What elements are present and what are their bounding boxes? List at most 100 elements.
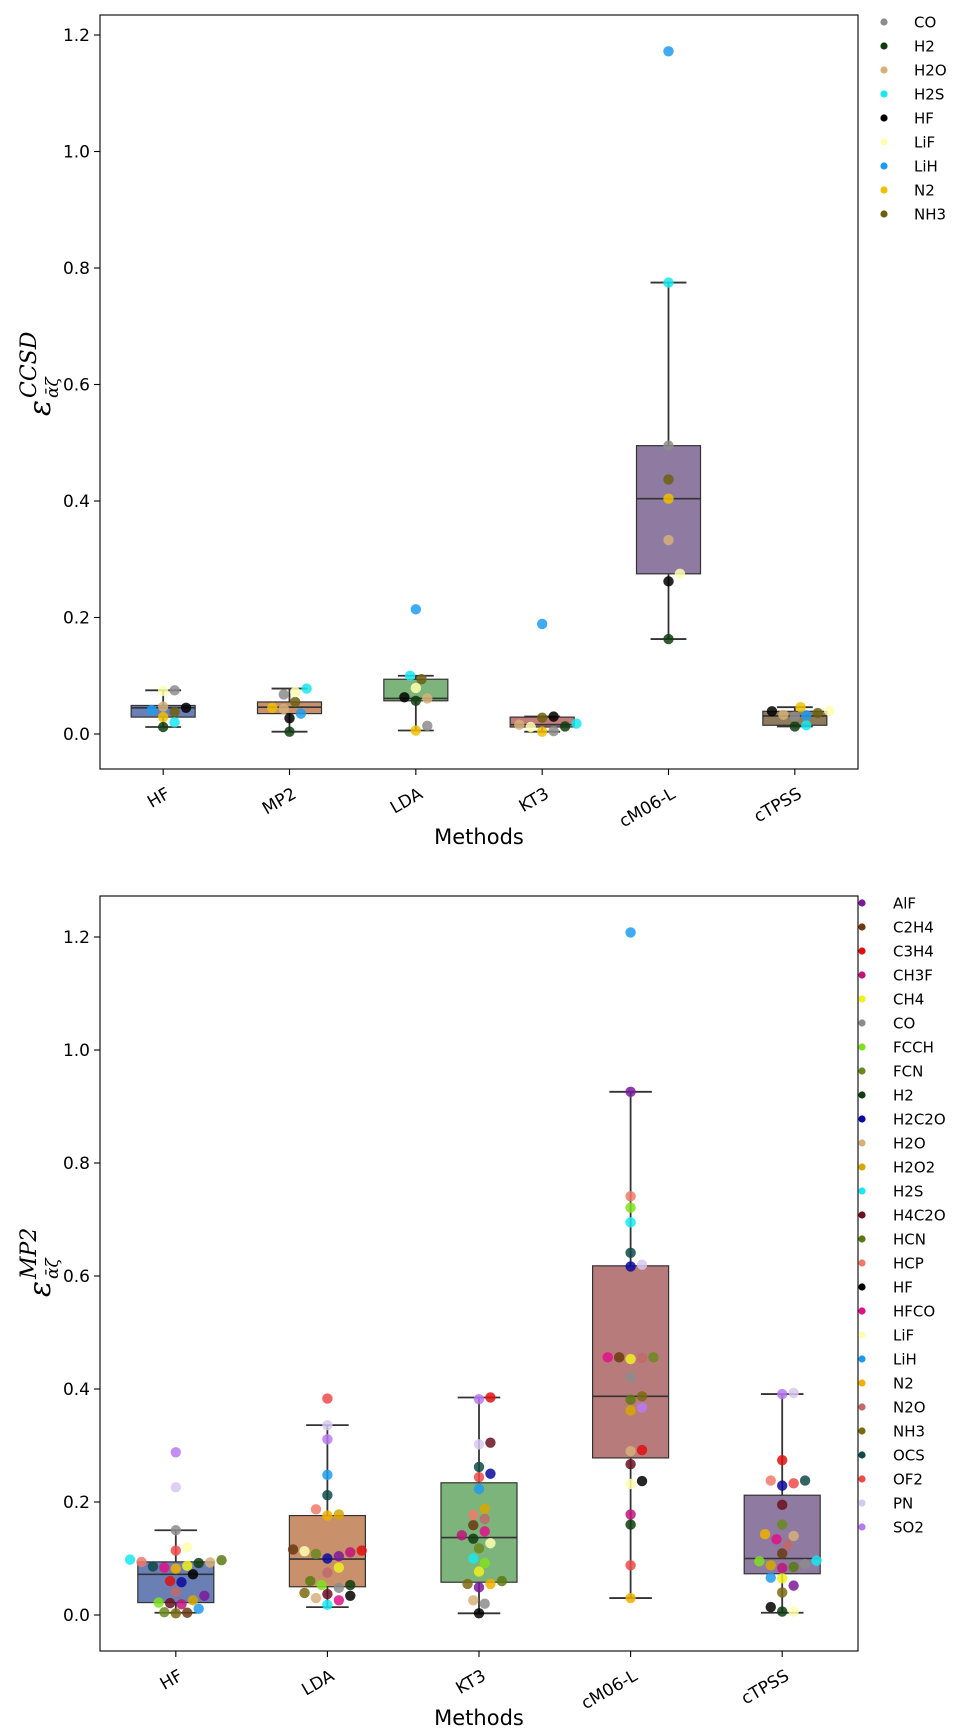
legend-label: OCS <box>893 1447 925 1465</box>
legend-label: H2O2 <box>893 1159 935 1177</box>
data-point-hcn <box>305 1575 316 1587</box>
ccsd-y-tick-label: 1.0 <box>63 143 90 163</box>
ccsd-points-cm06-l <box>663 46 686 645</box>
mp2-points-cm06-l <box>602 927 659 1604</box>
data-point-hf <box>187 1569 199 1580</box>
data-point-hcp <box>136 1556 147 1568</box>
data-point-h2o <box>514 719 525 730</box>
legend-item-n2: N2 <box>880 182 935 200</box>
data-point-lih <box>536 618 548 630</box>
data-point-h2o2 <box>765 1560 776 1571</box>
legend-label: AlF <box>893 895 916 913</box>
data-point-c3h4 <box>356 1545 367 1556</box>
data-point-h2o2 <box>625 1405 636 1416</box>
mp2-points-kt3 <box>456 1392 508 1619</box>
data-point-lih <box>146 704 157 716</box>
ccsd-y-tick-label: 0.6 <box>63 376 90 396</box>
data-point-h2c2o <box>485 1468 496 1479</box>
data-point-alf <box>333 1551 345 1562</box>
legend-label: H2 <box>914 38 935 56</box>
data-point-nh3 <box>663 474 674 485</box>
legend-marker <box>858 1427 866 1435</box>
data-point-h2 <box>410 695 422 706</box>
legend-marker <box>858 995 866 1003</box>
legend-marker <box>858 1523 866 1531</box>
data-point-hf <box>766 706 778 717</box>
data-point-ch3f <box>345 1547 356 1558</box>
legend-item-of2: OF2 <box>858 1471 923 1489</box>
legend-item-hcn: HCN <box>858 1231 926 1249</box>
data-point-fcn <box>310 1548 322 1560</box>
data-point-n2 <box>485 1578 496 1590</box>
data-point-h2s <box>124 1554 136 1565</box>
data-point-nh3 <box>636 1391 648 1402</box>
legend-marker <box>880 42 888 50</box>
legend-label: H2O <box>893 1135 926 1153</box>
legend-label: HCP <box>893 1255 924 1273</box>
legend-item-nh3: NH3 <box>880 206 946 224</box>
legend-marker <box>858 1283 866 1291</box>
data-point-of2 <box>625 1560 636 1571</box>
legend-label: H4C2O <box>893 1207 946 1225</box>
legend-label: HF <box>893 1279 913 1297</box>
mp2-points-lda <box>287 1393 367 1611</box>
ccsd-y-tick-label: 1.2 <box>63 26 90 46</box>
legend-label: HCN <box>893 1231 926 1249</box>
svg-text:ᾱζ: ᾱζ <box>43 376 63 398</box>
legend-item-hf: HF <box>858 1279 913 1297</box>
iqr-box <box>635 445 702 575</box>
mp2-y-tick-label: 0.2 <box>63 1493 90 1513</box>
data-point-lih <box>322 1469 333 1481</box>
legend-item-pn: PN <box>858 1495 913 1513</box>
legend-item-h2: H2 <box>880 38 935 56</box>
legend-marker <box>858 1043 866 1051</box>
ccsd-points-hf <box>146 685 192 733</box>
data-point-nh3 <box>169 706 180 718</box>
legend-item-fcn: FCN <box>858 1063 923 1081</box>
mp2-y-axis-ticks: 0.0 0.2 0.4 0.6 0.8 1.0 1.2 <box>63 928 100 1626</box>
data-point-c3h4 <box>164 1575 176 1587</box>
data-point-fcch <box>153 1597 164 1608</box>
data-point-hf <box>284 713 295 724</box>
data-point-n2o <box>636 1352 648 1364</box>
data-point-c2h4 <box>468 1519 479 1531</box>
data-point-of2 <box>788 1478 799 1489</box>
data-point-h4c2o <box>322 1588 333 1600</box>
data-point-h2 <box>468 1533 479 1544</box>
legend-label: NH3 <box>914 206 946 224</box>
data-point-h2o <box>278 703 289 715</box>
mp2-y-tick-label: 0.6 <box>63 1267 90 1287</box>
data-point-hfco <box>159 1562 170 1573</box>
data-point-h2o2 <box>187 1595 199 1606</box>
legend-marker <box>858 971 866 979</box>
data-point-hcp <box>468 1509 479 1521</box>
data-point-fcn <box>648 1352 659 1363</box>
legend-item-hcp: HCP <box>858 1255 924 1273</box>
legend-item-n2: N2 <box>858 1375 914 1393</box>
mp2-points-hf <box>124 1447 227 1619</box>
data-point-co <box>278 689 289 700</box>
data-point-n2o <box>322 1567 333 1578</box>
data-point-hf <box>636 1475 648 1487</box>
data-point-alf <box>625 1086 636 1098</box>
legend-item-nh3: NH3 <box>858 1423 925 1441</box>
legend-label: H2 <box>893 1087 914 1105</box>
legend-marker <box>858 947 866 955</box>
data-point-h2s <box>404 670 416 681</box>
legend-item-lih: LiH <box>858 1351 917 1369</box>
data-point-h2c2o <box>625 1261 636 1272</box>
data-point-n2 <box>625 1592 636 1604</box>
data-point-co <box>479 1598 490 1609</box>
data-point-lih <box>193 1603 204 1614</box>
mp2-x-axis-title: Methods <box>434 1706 524 1730</box>
data-point-fcch <box>754 1556 765 1567</box>
data-point-co <box>799 1558 811 1570</box>
legend-item-co: CO <box>880 14 936 32</box>
legend-item-h2s: H2S <box>880 86 944 104</box>
data-point-pn <box>322 1419 333 1431</box>
legend-label: N2O <box>893 1399 926 1417</box>
legend-marker <box>858 1067 866 1075</box>
data-point-h2o <box>625 1445 636 1457</box>
data-point-co <box>333 1582 345 1594</box>
data-point-c2h4 <box>613 1352 625 1363</box>
